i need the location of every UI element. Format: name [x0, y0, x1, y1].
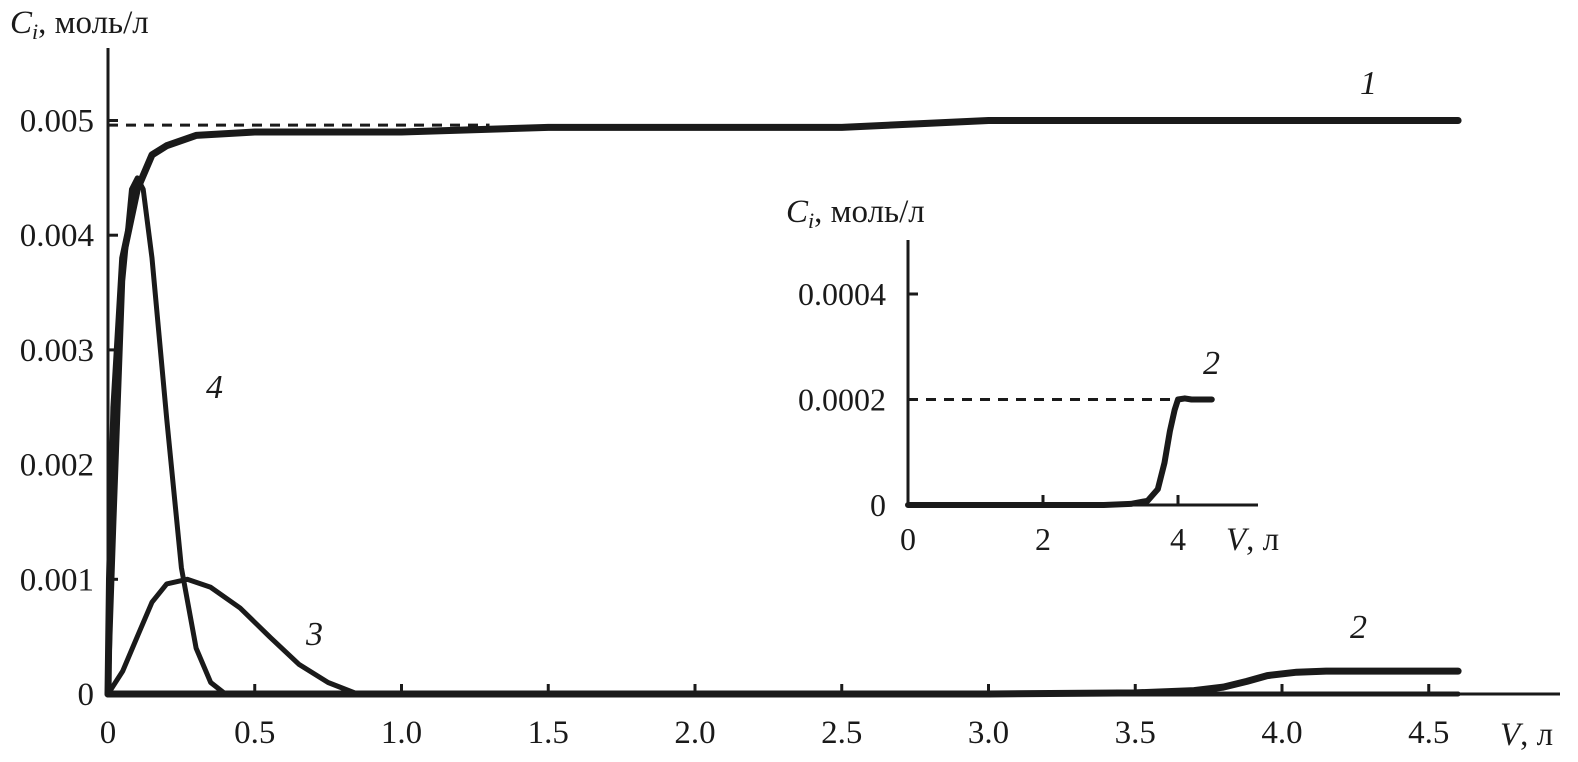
inset-y-tick-label: 0	[870, 487, 886, 523]
series-1-label: 1	[1360, 65, 1377, 102]
x-tick-label: 0.5	[234, 715, 275, 751]
series-2-line	[104, 667, 1462, 698]
inset-y-tick-label: 0.0002	[798, 382, 886, 418]
inset-x-tick-label: 4	[1170, 521, 1186, 557]
inset-x-axis-title: V, л	[1226, 522, 1279, 558]
x-axis-title: V, л	[1500, 717, 1553, 753]
y-tick-label: 0.003	[20, 333, 94, 369]
x-tick-label: 1.0	[381, 715, 422, 751]
inset-x-tick-label: 0	[900, 521, 916, 557]
series-3-line	[105, 576, 404, 697]
y-tick-label: 0	[78, 677, 95, 713]
inset-plot: 0 2 4 0 0.0002 0.0004 Ci, моль/л V, л 2	[786, 194, 1279, 558]
inset-x-tick-label: 2	[1035, 521, 1051, 557]
series-2-label: 2	[1350, 609, 1367, 646]
y-tick-label: 0.001	[20, 562, 94, 598]
x-tick-label: 3.5	[1115, 715, 1156, 751]
x-tick-label: 4.5	[1408, 715, 1449, 751]
inset-y-tick-label: 0.0004	[798, 276, 886, 312]
series-4-label: 4	[206, 369, 223, 406]
x-tick-label: 4.0	[1261, 715, 1302, 751]
x-tick-label: 2.5	[821, 715, 862, 751]
main-plot: 0 0.5 1.0 1.5 2.0 2.5 3.0 3.5 4.0 4.5 0 0.001 0.002 0…	[10, 5, 1560, 753]
x-tick-label: 3.0	[968, 715, 1009, 751]
y-axis-title: Ci, моль/л	[10, 5, 149, 44]
series-3-label: 3	[305, 616, 323, 653]
series-4-line	[105, 175, 1461, 697]
x-tick-label: 1.5	[528, 715, 569, 751]
y-tick-label: 0.005	[20, 104, 94, 140]
inset-series-2-line	[905, 395, 1215, 508]
inset-series-2-label: 2	[1203, 345, 1220, 382]
y-tick-label: 0.004	[20, 218, 94, 254]
y-tick-label: 0.002	[20, 448, 94, 484]
x-tick-label: 2.0	[674, 715, 715, 751]
inset-y-axis-title: Ci, моль/л	[786, 194, 925, 233]
series-1-line	[104, 117, 1462, 698]
x-tick-label: 0	[100, 715, 117, 751]
